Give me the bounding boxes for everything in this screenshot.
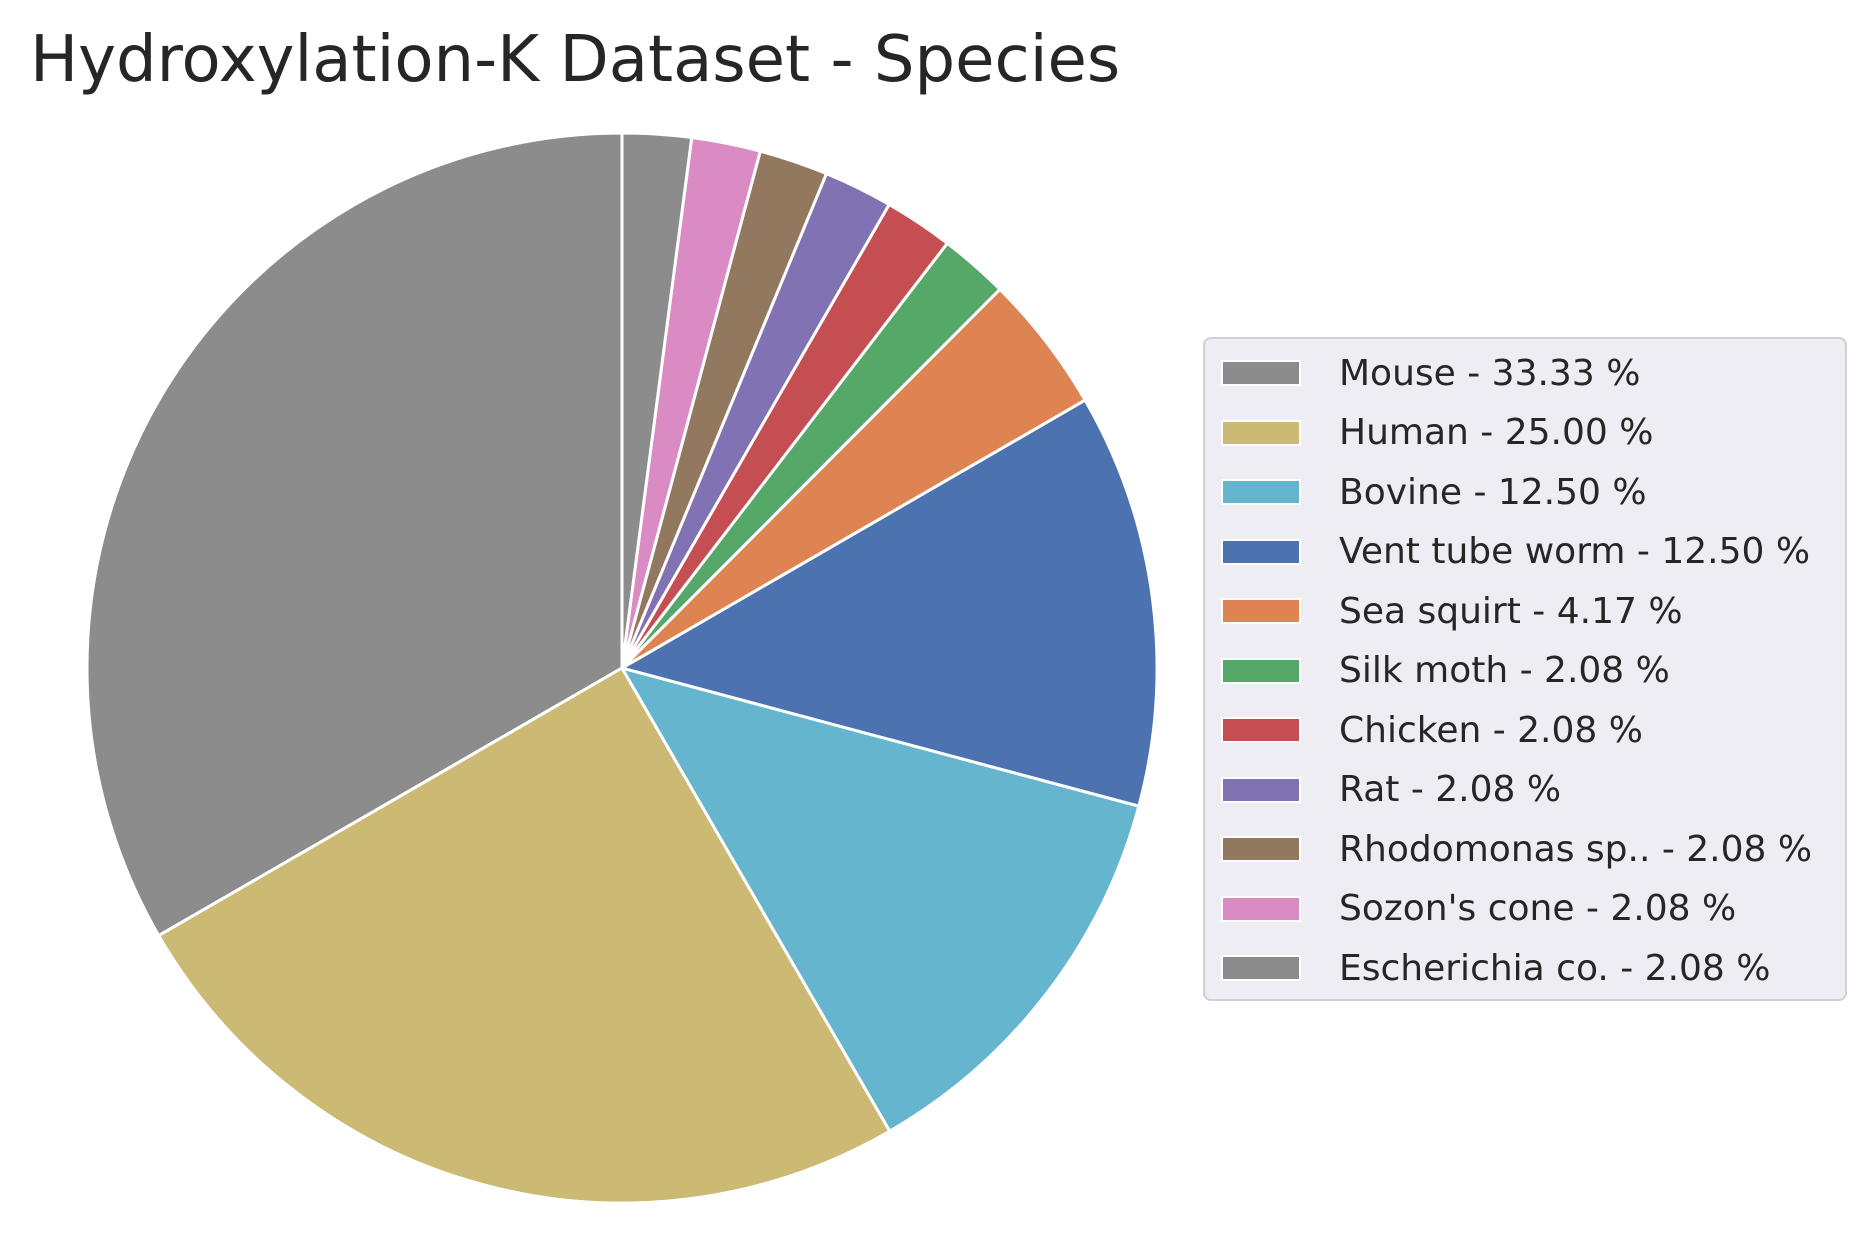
pie-slice-mouse [85, 131, 624, 938]
pie-slice-bovine [620, 666, 1141, 1133]
legend-swatch [1221, 717, 1301, 743]
legend-label: Sozon's cone - 2.08 % [1339, 888, 1737, 929]
legend-swatch [1221, 360, 1301, 386]
legend-swatch [1221, 895, 1301, 922]
legend-item: Chicken - 2.08 % [1221, 709, 1643, 751]
legend-item: Human - 25.00 % [1221, 412, 1654, 453]
legend-label: Bovine - 12.50 % [1339, 471, 1647, 513]
legend-item: Sea squirt - 4.17 % [1221, 590, 1683, 632]
legend-label: Rat - 2.08 % [1339, 769, 1562, 810]
legend-swatch [1221, 836, 1301, 862]
legend-label: Silk moth - 2.08 % [1339, 650, 1670, 691]
legend-label: Vent tube worm - 12.50 % [1339, 531, 1811, 572]
legend-label: Chicken - 2.08 % [1339, 709, 1643, 751]
legend-item: Rhodomonas sp.. - 2.08 % [1221, 828, 1813, 870]
legend-swatch [1221, 479, 1301, 505]
legend-label: Mouse - 33.33 % [1339, 352, 1641, 394]
legend-item: Mouse - 33.33 % [1221, 352, 1641, 394]
legend-label: Rhodomonas sp.. - 2.08 % [1339, 828, 1813, 870]
pie-slice-human [157, 666, 892, 1205]
legend-swatch [1221, 598, 1301, 624]
legend-item: Rat - 2.08 % [1221, 769, 1562, 810]
legend-swatch [1221, 776, 1301, 803]
legend-item: Silk moth - 2.08 % [1221, 650, 1670, 691]
pie-slice-escherichia-co [620, 131, 694, 670]
legend-label: Human - 25.00 % [1339, 412, 1654, 453]
legend-swatch [1221, 657, 1301, 684]
legend-label: Sea squirt - 4.17 % [1339, 590, 1683, 632]
legend-item: Sozon's cone - 2.08 % [1221, 888, 1737, 929]
legend-swatch [1221, 538, 1301, 565]
chart-title: Hydroxylation-K Dataset - Species [30, 23, 1121, 97]
legend-swatch [1221, 955, 1301, 981]
legend: Mouse - 33.33 % Human - 25.00 % Bovine - 1… [1203, 337, 1847, 1001]
legend-item: Escherichia co. - 2.08 % [1221, 947, 1771, 989]
legend-label: Escherichia co. - 2.08 % [1339, 947, 1771, 989]
legend-item: Vent tube worm - 12.50 % [1221, 531, 1811, 572]
legend-item: Bovine - 12.50 % [1221, 471, 1647, 513]
pie-slice-vent-tube-worm [620, 398, 1159, 808]
legend-swatch [1221, 419, 1301, 446]
